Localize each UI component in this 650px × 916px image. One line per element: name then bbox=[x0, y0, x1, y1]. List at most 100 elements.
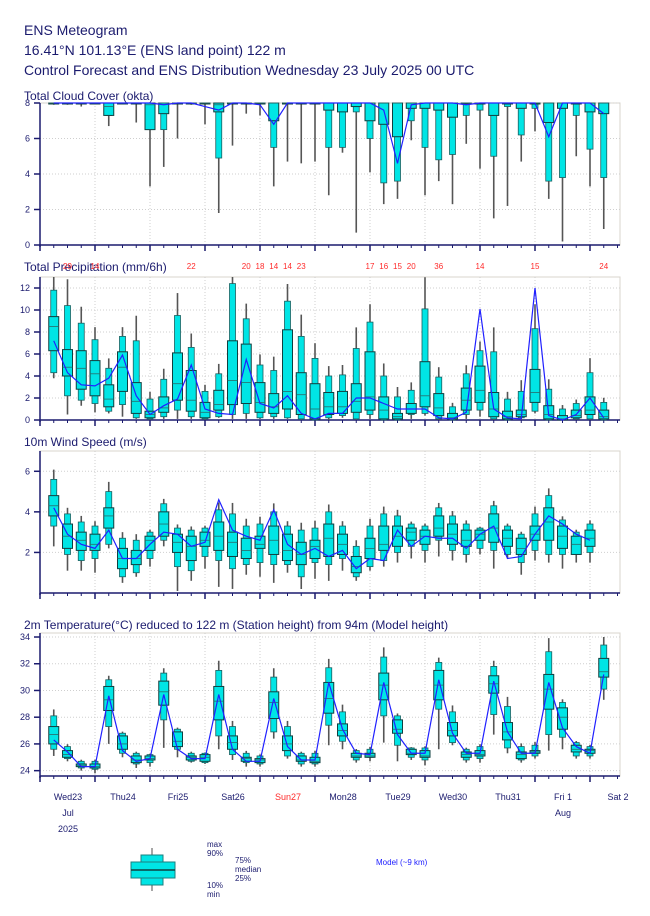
y-tick-label: 28 bbox=[20, 712, 30, 722]
box-plot bbox=[378, 647, 390, 743]
box-inner bbox=[227, 531, 238, 557]
box-plot bbox=[75, 515, 87, 571]
box-plot bbox=[419, 746, 431, 766]
y-tick-label: 2 bbox=[25, 205, 30, 215]
y-tick-label: 32 bbox=[20, 659, 30, 669]
box-inner bbox=[254, 535, 266, 549]
box-inner bbox=[130, 549, 142, 566]
box-plot bbox=[598, 397, 610, 421]
box-inner bbox=[584, 396, 596, 415]
box-inner bbox=[144, 102, 156, 131]
box-plot bbox=[460, 747, 472, 763]
box-inner bbox=[447, 722, 458, 737]
box-inner bbox=[392, 412, 403, 420]
box-inner bbox=[337, 102, 348, 113]
box-inner bbox=[89, 360, 101, 397]
box-outer bbox=[600, 102, 608, 178]
box-inner bbox=[474, 529, 486, 541]
y-tick-label: 12 bbox=[20, 283, 30, 293]
box-plot bbox=[460, 520, 472, 563]
extreme-value-label: 18 bbox=[256, 262, 265, 271]
box-plot bbox=[254, 516, 266, 577]
box-outer bbox=[421, 102, 429, 148]
y-tick-label: 4 bbox=[25, 169, 30, 179]
y-tick-label: 6 bbox=[25, 349, 30, 359]
box-plot bbox=[309, 343, 321, 421]
box-plot bbox=[89, 327, 101, 413]
box-plot bbox=[460, 102, 472, 144]
box-inner bbox=[213, 685, 225, 721]
panel-cloud: 0 2 4 6 8 bbox=[25, 98, 621, 251]
box-inner bbox=[62, 750, 73, 758]
box-plot bbox=[350, 749, 362, 763]
box-inner bbox=[158, 396, 170, 413]
box-inner bbox=[282, 329, 293, 410]
box-plot bbox=[130, 751, 142, 768]
box-plot bbox=[529, 304, 541, 414]
y-tick-label: 10 bbox=[20, 305, 30, 315]
box-inner bbox=[323, 681, 335, 714]
forecast-subtitle: Control Forecast and ENS Distribution We… bbox=[24, 62, 475, 78]
box-inner bbox=[130, 382, 142, 414]
box-inner bbox=[447, 102, 458, 118]
box-inner bbox=[543, 102, 555, 124]
box-inner bbox=[515, 751, 527, 760]
day-label: Fri 1 bbox=[554, 792, 572, 802]
box-plot bbox=[570, 529, 582, 563]
box-plot bbox=[268, 503, 280, 583]
y-tick-label: 6 bbox=[25, 466, 30, 476]
y-tick-label: 4 bbox=[25, 507, 30, 517]
box-plot bbox=[323, 366, 335, 420]
box-inner bbox=[185, 535, 197, 562]
box-inner bbox=[268, 691, 280, 720]
box-plot bbox=[392, 102, 403, 199]
box-plot bbox=[48, 709, 60, 756]
box-inner bbox=[185, 370, 197, 412]
box-plot bbox=[378, 363, 390, 421]
extreme-value-label: 14 bbox=[476, 262, 485, 271]
box-inner bbox=[323, 392, 335, 415]
legend-min: min bbox=[207, 890, 220, 899]
box-outer bbox=[407, 389, 415, 415]
legend-p90: 90% bbox=[207, 849, 223, 858]
box-outer bbox=[146, 398, 154, 420]
box-outer bbox=[545, 388, 553, 421]
legend-p10: 10% bbox=[207, 881, 223, 890]
panel-temperature: 24 26 28 30 32 34 bbox=[20, 632, 621, 782]
box-plot bbox=[158, 368, 170, 419]
box-inner bbox=[323, 102, 335, 111]
day-label: Mon28 bbox=[329, 792, 357, 802]
box-plot bbox=[447, 705, 458, 746]
box-inner bbox=[405, 527, 417, 541]
y-tick-label: 0 bbox=[25, 240, 30, 250]
box-inner bbox=[172, 731, 183, 748]
y-tick-label: 2 bbox=[25, 547, 30, 557]
box-inner bbox=[323, 523, 335, 557]
y-tick-label: 4 bbox=[25, 371, 30, 381]
box-inner bbox=[254, 382, 266, 413]
box-inner bbox=[488, 102, 500, 116]
box-plot bbox=[268, 668, 280, 739]
legend-median: median bbox=[235, 865, 261, 874]
box-outer bbox=[559, 102, 566, 178]
y-tick-label: 0 bbox=[25, 415, 30, 425]
box-inner bbox=[227, 340, 238, 406]
box-inner bbox=[117, 351, 128, 392]
month-label: Jul bbox=[62, 808, 74, 818]
box-plot bbox=[282, 521, 293, 573]
box-inner bbox=[433, 515, 445, 537]
box-outer bbox=[586, 372, 594, 420]
box-inner bbox=[543, 507, 555, 541]
box-inner bbox=[570, 535, 582, 555]
box-plot bbox=[433, 657, 445, 750]
box-inner bbox=[392, 102, 403, 138]
box-plot bbox=[213, 102, 225, 214]
year-label: 2025 bbox=[58, 824, 78, 834]
box-inner bbox=[103, 507, 115, 529]
y-tick-label: 26 bbox=[20, 739, 30, 749]
control-forecast-line bbox=[53, 102, 605, 164]
day-label: Tue29 bbox=[385, 792, 410, 802]
extreme-value-label: 15 bbox=[531, 262, 540, 271]
y-tick-label: 8 bbox=[25, 98, 30, 108]
